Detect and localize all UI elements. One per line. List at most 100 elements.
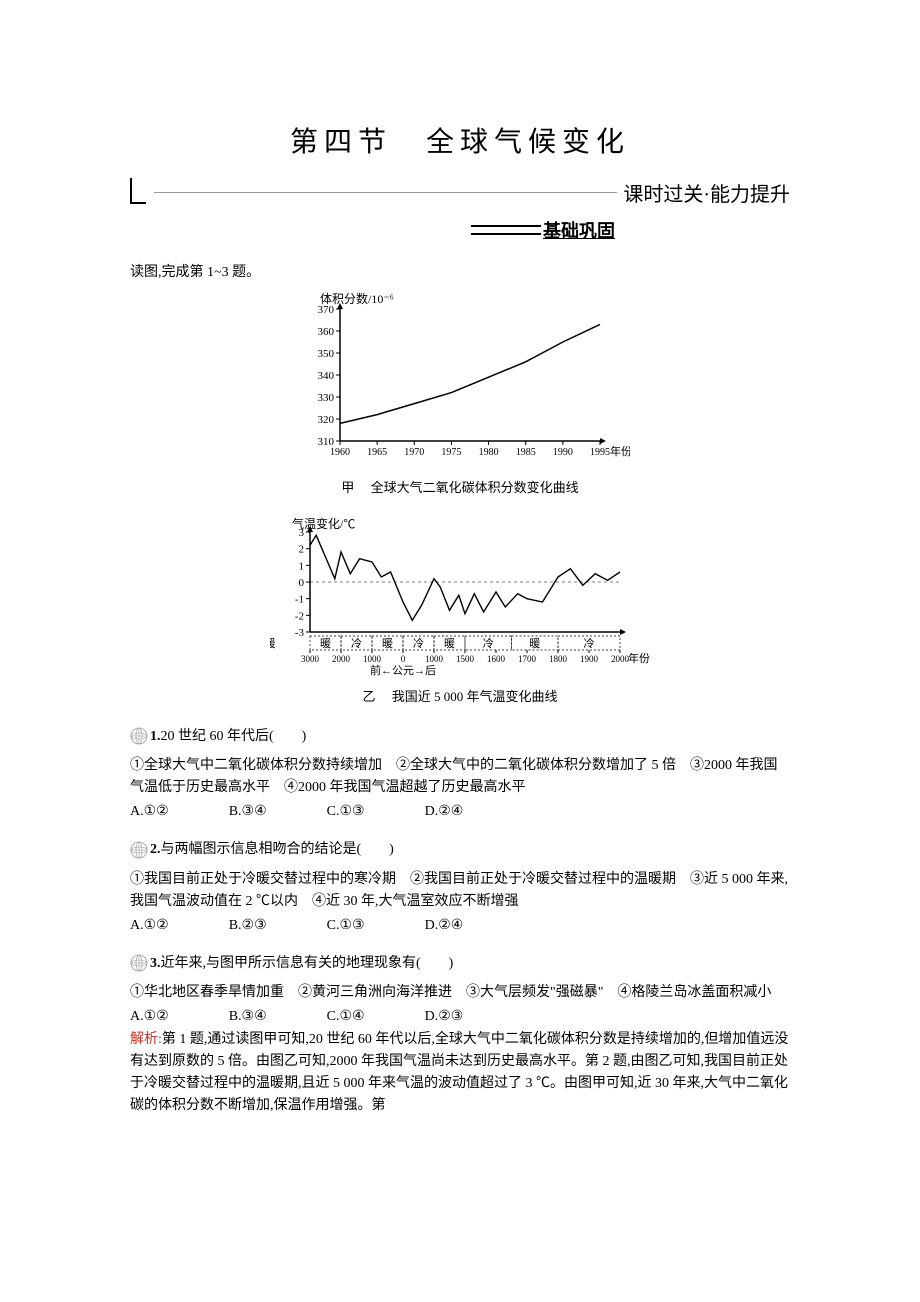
svg-text:1960: 1960	[330, 447, 350, 458]
svg-text:1900: 1900	[580, 654, 599, 664]
question-options: A.①② B.②③ C.①③ D.②④	[130, 917, 790, 934]
analysis-label: 解析:	[130, 1032, 162, 1047]
svg-text:1: 1	[299, 560, 305, 572]
svg-text:1995: 1995	[590, 447, 610, 458]
question-block: 2.与两幅图示信息相吻合的结论是( ) ①我国目前正处于冷暖交替过程中的寒冷期 ②…	[130, 838, 790, 933]
svg-text:1985: 1985	[516, 447, 536, 458]
svg-text:前←公元→后: 前←公元→后	[370, 663, 436, 676]
svg-text:冷: 冷	[351, 637, 362, 650]
svg-text:暖: 暖	[320, 637, 331, 650]
svg-text:350: 350	[318, 348, 335, 360]
svg-text:年份: 年份	[610, 444, 630, 458]
question-block: 3.近年来,与图甲所示信息有关的地理现象有( ) ①华北地区春季旱情加重 ②黄河三…	[130, 952, 790, 1025]
svg-text:2000: 2000	[332, 654, 351, 664]
svg-text:1800: 1800	[549, 654, 568, 664]
opt-d: D.②④	[425, 917, 464, 934]
svg-text:320: 320	[318, 414, 335, 426]
chart-1-svg: 体积分数/10⁻⁶3103203303403503603701960196519…	[290, 291, 630, 471]
opt-b: B.③④	[229, 803, 267, 820]
double-line-decor	[471, 225, 541, 235]
question-options: A.①② B.③④ C.①③ D.②④	[130, 803, 790, 820]
svg-text:2000: 2000	[611, 654, 630, 664]
question-number: 3.	[150, 956, 161, 971]
caption-text: 我国近 5 000 年气温变化曲线	[392, 689, 558, 704]
caption-text: 全球大气二氧化碳体积分数变化曲线	[371, 480, 579, 495]
svg-text:3000: 3000	[301, 654, 320, 664]
svg-text:1970: 1970	[404, 447, 424, 458]
question-stem: ①全球大气中二氧化碳体积分数持续增加 ②全球大气中的二氧化碳体积分数增加了 5 …	[130, 755, 790, 799]
svg-text:1965: 1965	[367, 447, 387, 458]
bracket-decor	[130, 178, 146, 204]
svg-text:1500: 1500	[456, 654, 475, 664]
subtitle: 课时过关·能力提升	[623, 178, 790, 207]
divider-line	[154, 192, 617, 193]
question-options: A.①② B.③④ C.①④ D.②③	[130, 1008, 790, 1025]
svg-text:360: 360	[318, 326, 335, 338]
svg-text:2: 2	[299, 544, 305, 556]
opt-a: A.①②	[130, 803, 169, 820]
svg-text:340: 340	[318, 370, 335, 382]
svg-text:冷: 冷	[413, 637, 424, 650]
svg-text:暖: 暖	[529, 637, 540, 650]
svg-text:1000: 1000	[363, 654, 382, 664]
analysis-text: 第 1 题,通过读图甲可知,20 世纪 60 年代以后,全球大气中二氧化碳体积分…	[130, 1032, 788, 1113]
svg-text:-1: -1	[295, 594, 304, 606]
figure-prompt: 读图,完成第 1~3 题。	[130, 261, 790, 281]
question-text: 近年来,与图甲所示信息有关的地理现象有( )	[161, 956, 454, 971]
opt-a: A.①②	[130, 917, 169, 934]
svg-text:1700: 1700	[518, 654, 537, 664]
subtitle-row: 课时过关·能力提升	[130, 178, 790, 207]
question-text: 与两幅图示信息相吻合的结论是( )	[161, 842, 394, 857]
analysis: 解析:第 1 题,通过读图甲可知,20 世纪 60 年代以后,全球大气中二氧化碳…	[130, 1029, 790, 1117]
chart-2-svg: 气温变化/℃-3-2-10123暖冷暖冷暖冷暖冷暖300020001000010…	[270, 516, 650, 676]
question-head: 3.近年来,与图甲所示信息有关的地理现象有( )	[130, 952, 790, 972]
svg-text:1980: 1980	[479, 447, 499, 458]
opt-c: C.①③	[327, 917, 365, 934]
opt-c: C.①④	[327, 1008, 365, 1025]
question-list: 1.20 世纪 60 年代后( ) ①全球大气中二氧化碳体积分数持续增加 ②全球大…	[130, 725, 790, 1025]
chart-2-caption: 乙 我国近 5 000 年气温变化曲线	[130, 686, 790, 705]
chart-1-caption: 甲 全球大气二氧化碳体积分数变化曲线	[130, 477, 790, 496]
question-head: 1.20 世纪 60 年代后( )	[130, 725, 790, 745]
question-head: 2.与两幅图示信息相吻合的结论是( )	[130, 838, 790, 858]
svg-text:冷: 冷	[483, 637, 494, 650]
svg-text:-2: -2	[295, 610, 304, 622]
inner-subtitle: 基础巩固	[543, 217, 615, 243]
caption-prefix: 乙	[362, 689, 375, 704]
inner-sub-row: 基础巩固	[130, 217, 615, 243]
svg-text:年份: 年份	[628, 651, 650, 665]
chart-1: 体积分数/10⁻⁶3103203303403503603701960196519…	[130, 291, 790, 496]
svg-text:0: 0	[401, 654, 406, 664]
opt-b: B.③④	[229, 1008, 267, 1025]
question-number: 2.	[150, 842, 161, 857]
svg-text:暖: 暖	[382, 637, 393, 650]
svg-text:1000: 1000	[425, 654, 444, 664]
opt-d: D.②④	[425, 803, 464, 820]
question-block: 1.20 世纪 60 年代后( ) ①全球大气中二氧化碳体积分数持续增加 ②全球大…	[130, 725, 790, 820]
caption-prefix: 甲	[341, 480, 354, 495]
svg-text:暖: 暖	[444, 637, 455, 650]
opt-d: D.②③	[425, 1008, 464, 1025]
opt-a: A.①②	[130, 1008, 169, 1025]
svg-text:330: 330	[318, 392, 335, 404]
question-stem: ①我国目前正处于冷暖交替过程中的寒冷期 ②我国目前正处于冷暖交替过程中的温暖期 …	[130, 869, 790, 913]
globe-icon	[130, 841, 148, 859]
svg-text:-3: -3	[295, 627, 305, 639]
question-stem: ①华北地区春季旱情加重 ②黄河三角洲向海洋推进 ③大气层频发"强磁暴" ④格陵兰…	[130, 982, 790, 1004]
svg-text:冷: 冷	[584, 637, 595, 650]
opt-c: C.①③	[327, 803, 365, 820]
svg-text:0: 0	[299, 577, 305, 589]
svg-text:3: 3	[299, 527, 305, 539]
svg-text:1975: 1975	[441, 447, 461, 458]
question-text: 20 世纪 60 年代后( )	[161, 729, 307, 744]
page-title: 第四节 全球气候变化	[130, 120, 790, 160]
svg-text:1990: 1990	[553, 447, 573, 458]
question-number: 1.	[150, 729, 161, 744]
chart-2: 气温变化/℃-3-2-10123暖冷暖冷暖冷暖冷暖300020001000010…	[130, 516, 790, 705]
globe-icon	[130, 727, 148, 745]
svg-text:1600: 1600	[487, 654, 506, 664]
globe-icon	[130, 954, 148, 972]
svg-text:370: 370	[318, 304, 335, 316]
opt-b: B.②③	[229, 917, 267, 934]
svg-text:暖: 暖	[270, 637, 276, 650]
